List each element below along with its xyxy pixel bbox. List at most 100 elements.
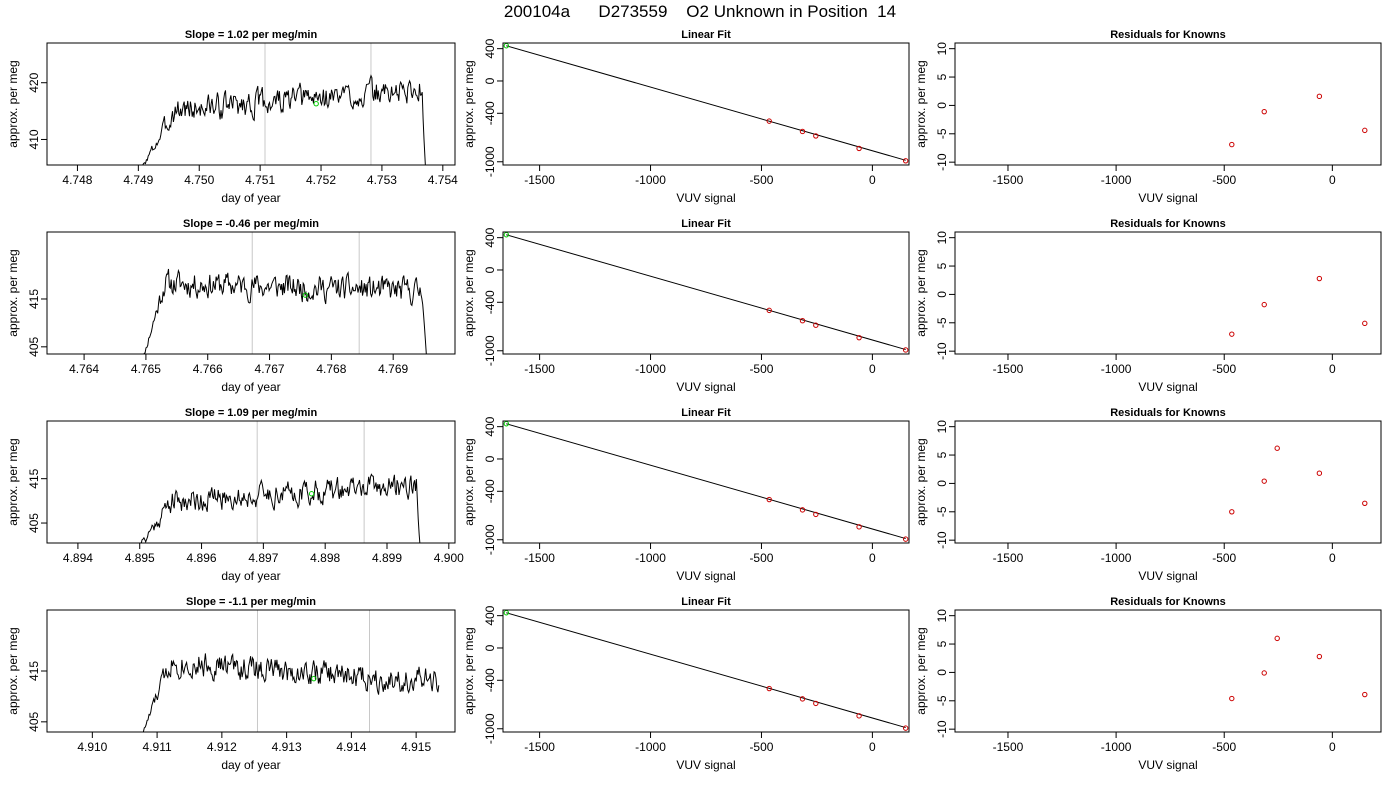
y-tick-label: -400 bbox=[483, 668, 497, 692]
panel-title: Slope = 1.09 per meg/min bbox=[185, 407, 318, 419]
y-tick-label: 0 bbox=[935, 102, 949, 109]
known-point bbox=[799, 318, 806, 324]
x-tick-label: -1000 bbox=[1101, 551, 1132, 565]
y-tick-label: -1000 bbox=[483, 335, 497, 366]
known-point bbox=[766, 685, 772, 692]
y-axis-label: approx. per meg bbox=[462, 627, 476, 714]
plot-frame bbox=[954, 420, 1382, 544]
x-tick-label: -1500 bbox=[993, 551, 1024, 565]
y-tick-label: -5 bbox=[935, 695, 949, 706]
x-tick-label: 4.915 bbox=[401, 740, 431, 754]
known-point bbox=[1229, 141, 1235, 148]
x-tick-label: -500 bbox=[749, 362, 773, 376]
known-point bbox=[856, 145, 862, 152]
y-tick-label: 400 bbox=[483, 38, 497, 58]
x-tick-label: 0 bbox=[1329, 740, 1336, 754]
x-tick-label: 4.910 bbox=[77, 740, 107, 754]
x-tick-label: -1500 bbox=[993, 740, 1024, 754]
panel-title: Slope = -0.46 per meg/min bbox=[183, 218, 319, 230]
x-tick-label: 4.896 bbox=[187, 551, 217, 565]
fit-line bbox=[506, 612, 906, 729]
unknown-point bbox=[503, 43, 510, 49]
known-point bbox=[766, 496, 772, 503]
x-tick-label: -1500 bbox=[524, 362, 555, 376]
x-tick-label: -1000 bbox=[1101, 173, 1132, 187]
known-point bbox=[1274, 445, 1280, 451]
y-tick-label: 5 bbox=[935, 262, 949, 269]
y-tick-label: 415 bbox=[27, 661, 41, 681]
x-tick-label: -500 bbox=[1212, 740, 1236, 754]
known-point bbox=[1261, 478, 1267, 484]
x-tick-label: -500 bbox=[749, 173, 773, 187]
y-tick-label: -400 bbox=[483, 101, 497, 125]
panel-3-2: Linear Fit VUV signal approx. per meg -1500… bbox=[462, 407, 910, 583]
y-tick-label: 10 bbox=[935, 42, 949, 56]
measurement-trace bbox=[142, 74, 426, 165]
x-tick-label: 4.912 bbox=[207, 740, 237, 754]
y-tick-label: -400 bbox=[483, 479, 497, 503]
y-tick-label: -1000 bbox=[483, 146, 497, 177]
y-tick-label: 405 bbox=[27, 513, 41, 533]
y-tick-label: 10 bbox=[935, 231, 949, 245]
x-tick-label: 4.749 bbox=[123, 173, 153, 187]
x-axis-label: day of year bbox=[221, 380, 280, 394]
y-tick-label: -5 bbox=[935, 506, 949, 517]
y-tick-label: 10 bbox=[935, 609, 949, 623]
y-axis-label: approx. per meg bbox=[914, 249, 928, 336]
unknown-point bbox=[503, 421, 510, 427]
x-tick-label: -500 bbox=[1212, 173, 1236, 187]
known-point bbox=[1229, 695, 1235, 702]
x-tick-label: -1000 bbox=[635, 740, 666, 754]
y-axis-label: approx. per meg bbox=[462, 438, 476, 525]
plot-frame bbox=[502, 609, 910, 733]
x-tick-label: 0 bbox=[1329, 173, 1336, 187]
x-axis-label: VUV signal bbox=[676, 191, 735, 205]
y-tick-label: 5 bbox=[935, 73, 949, 80]
plot-area bbox=[139, 421, 421, 543]
y-tick-label: -10 bbox=[935, 153, 949, 171]
plot-area bbox=[142, 43, 426, 165]
y-tick-label: 5 bbox=[935, 451, 949, 458]
known-point bbox=[813, 322, 819, 328]
x-axis-label: VUV signal bbox=[1138, 380, 1197, 394]
unknown-average-point bbox=[311, 675, 317, 682]
known-point bbox=[1229, 331, 1235, 337]
panel-1-2: Linear Fit VUV signal approx. per meg -1500… bbox=[462, 29, 910, 205]
plot-area bbox=[1229, 635, 1368, 702]
measurement-trace bbox=[143, 268, 427, 354]
x-tick-label: 4.754 bbox=[428, 173, 458, 187]
known-point bbox=[1362, 500, 1368, 506]
x-tick-label: -1000 bbox=[1101, 362, 1132, 376]
known-point bbox=[766, 118, 772, 124]
known-point bbox=[799, 507, 806, 513]
y-tick-label: 405 bbox=[27, 712, 41, 732]
x-tick-label: 4.766 bbox=[193, 362, 223, 376]
y-tick-label: -10 bbox=[935, 342, 949, 360]
x-axis-label: day of year bbox=[221, 758, 280, 772]
x-axis-label: VUV signal bbox=[1138, 569, 1197, 583]
x-tick-label: 0 bbox=[869, 740, 876, 754]
panel-4-2: Linear Fit VUV signal approx. per meg -1500… bbox=[462, 596, 910, 772]
known-point bbox=[799, 696, 806, 702]
y-tick-label: 415 bbox=[27, 289, 41, 309]
unknown-average-point bbox=[308, 491, 315, 497]
x-tick-label: 4.751 bbox=[245, 173, 275, 187]
y-tick-label: 0 bbox=[935, 480, 949, 487]
y-axis-label: approx. per meg bbox=[914, 627, 928, 714]
x-tick-label: 4.911 bbox=[143, 740, 172, 754]
y-axis-label: approx. per meg bbox=[6, 627, 20, 714]
plot-frame bbox=[46, 420, 456, 544]
x-tick-label: -1500 bbox=[993, 362, 1024, 376]
y-tick-label: 0 bbox=[935, 291, 949, 298]
known-point bbox=[813, 133, 819, 139]
known-point bbox=[856, 713, 862, 719]
x-tick-label: -500 bbox=[749, 740, 773, 754]
known-point bbox=[902, 725, 909, 731]
plot-frame bbox=[954, 42, 1382, 166]
x-tick-label: -1000 bbox=[635, 362, 666, 376]
figure-title: 200104a D273559 O2 Unknown in Position 1… bbox=[503, 2, 897, 21]
x-tick-label: 4.748 bbox=[62, 173, 92, 187]
x-tick-label: -1500 bbox=[993, 173, 1024, 187]
panel-title: Linear Fit bbox=[681, 407, 731, 419]
fit-line bbox=[506, 234, 906, 351]
